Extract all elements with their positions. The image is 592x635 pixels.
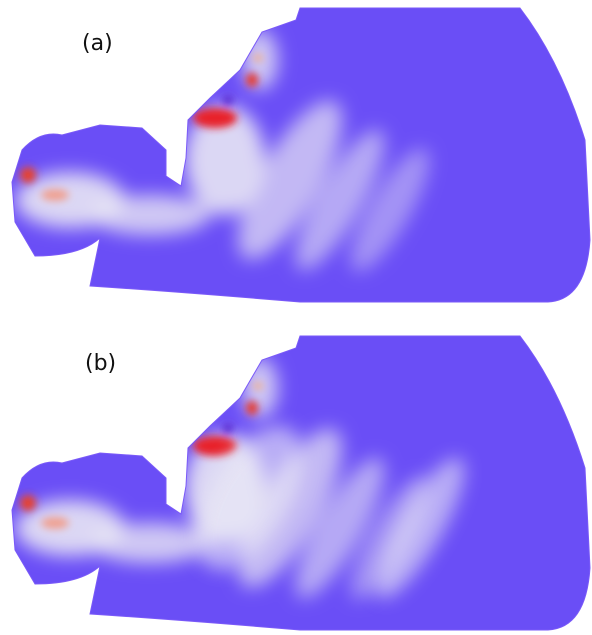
panel-label: (b) xyxy=(85,351,116,376)
panel-a: (a) xyxy=(12,8,590,302)
panel-b: (b) xyxy=(12,336,590,630)
panel-label: (a) xyxy=(82,31,113,56)
field-plot xyxy=(12,336,590,630)
